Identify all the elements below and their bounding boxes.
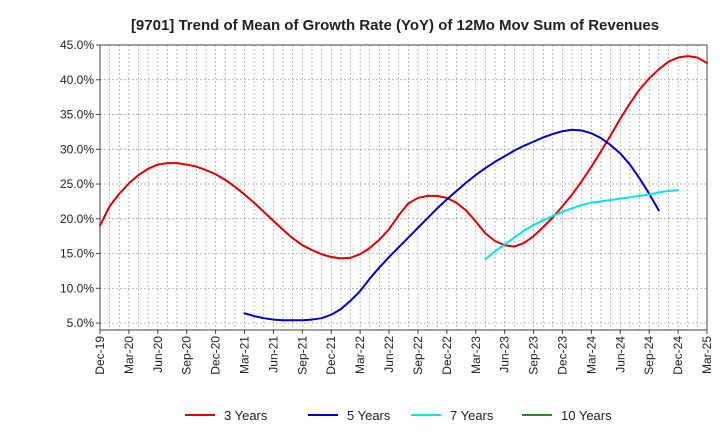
plot-frame (99, 44, 708, 331)
x-tick-label: Sep-23 (527, 336, 541, 375)
x-tick-label: Mar-22 (353, 336, 367, 374)
axis-layer: 5.0% 10.0% 15.0% 20.0% 25.0% 30.0% 35.0% 40.0% 4… (60, 38, 714, 375)
x-tick-label: Sep-20 (180, 336, 194, 375)
x-tick-label: Mar-23 (469, 336, 483, 374)
y-tick-label: 35.0% (60, 108, 94, 122)
series-line-3-years (99, 55, 708, 260)
y-tick-label: 5.0% (67, 316, 95, 330)
y-tick-label: 25.0% (60, 177, 94, 191)
y-tick-label: 20.0% (60, 212, 94, 226)
legend: 3 Years 5 Years 7 Years 10 Years (185, 408, 612, 423)
legend-label-5-years: 5 Years (347, 408, 391, 423)
x-tick-label: Jun-24 (613, 336, 627, 373)
series-line-7-years (484, 189, 680, 261)
plot-area (100, 45, 707, 330)
x-tick-label: Dec-21 (324, 336, 338, 375)
chart-title: [9701] Trend of Mean of Growth Rate (YoY… (131, 17, 659, 34)
grid-layer (100, 44, 707, 330)
x-tick-label: Sep-21 (295, 336, 309, 375)
x-tick-label: Sep-24 (642, 336, 656, 375)
y-tick-label: 40.0% (60, 73, 94, 87)
legend-label-10-years: 10 Years (561, 408, 612, 423)
series-line-5-years (243, 128, 660, 322)
x-tick-label: Mar-25 (700, 336, 714, 374)
legend-label-3-years: 3 Years (224, 408, 268, 423)
x-tick-label: Dec-24 (671, 336, 685, 375)
x-tick-label: Jun-22 (382, 336, 396, 373)
y-tick-label: 10.0% (60, 281, 94, 295)
x-tick-label: Dec-19 (93, 336, 107, 375)
x-tick-label: Jun-21 (266, 336, 280, 373)
legend-label-7-years: 7 Years (450, 408, 494, 423)
x-tick-label: Jun-20 (151, 336, 165, 373)
x-tick-label: Dec-22 (440, 336, 454, 375)
y-tick-label: 30.0% (60, 142, 94, 156)
x-tick-label: Mar-20 (122, 336, 136, 374)
y-tick-label: 45.0% (60, 38, 94, 52)
x-tick-label: Mar-21 (238, 336, 252, 374)
series-layer (99, 55, 708, 322)
x-tick-label: Dec-23 (555, 336, 569, 375)
x-tick-label: Dec-20 (209, 336, 223, 375)
x-tick-label: Jun-23 (498, 336, 512, 373)
x-tick-label: Sep-22 (411, 336, 425, 375)
x-tick-label: Mar-24 (584, 336, 598, 374)
y-tick-label: 15.0% (60, 247, 94, 261)
